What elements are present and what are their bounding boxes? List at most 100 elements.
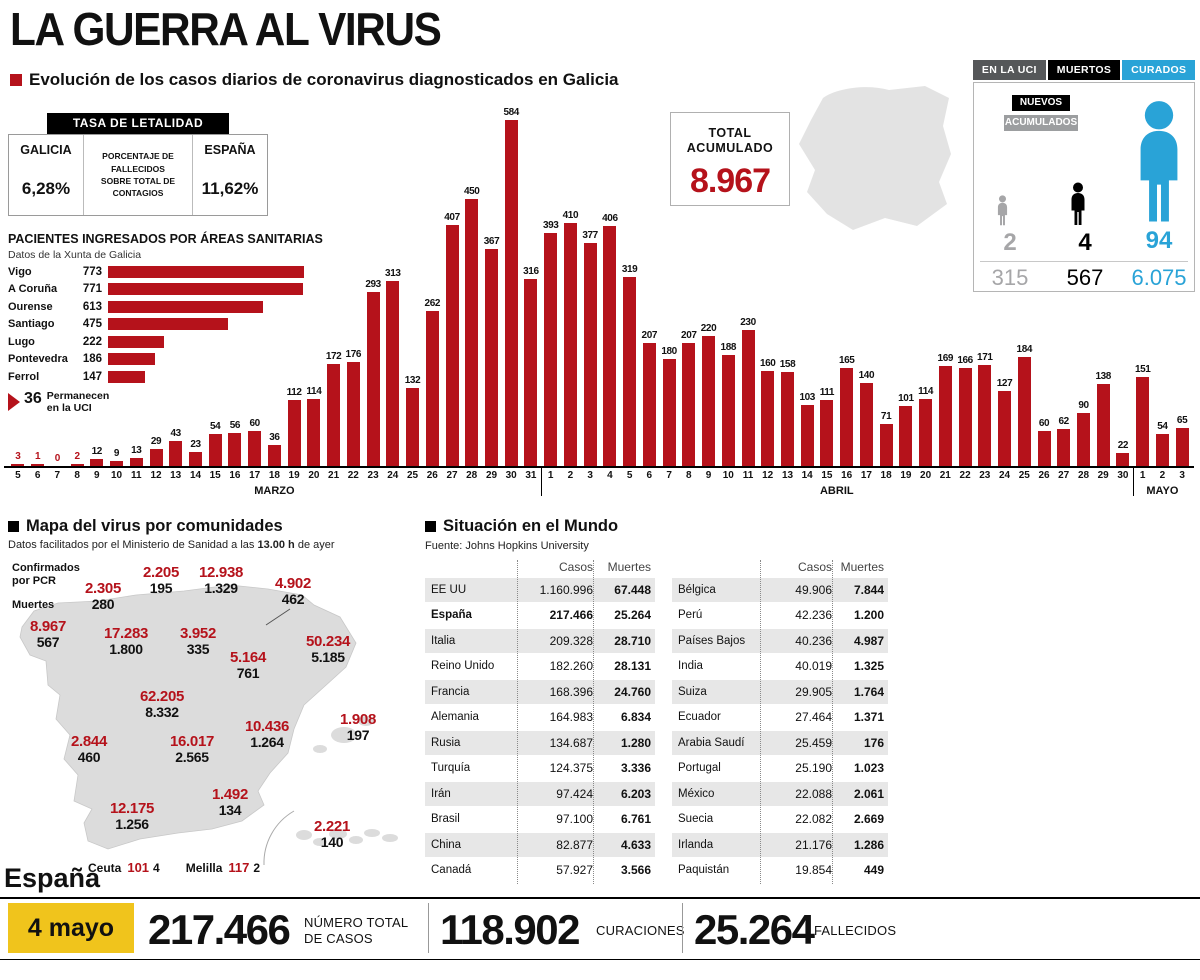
daily-bar-value: 313 xyxy=(385,267,401,279)
uci-note-line1: Permanecen xyxy=(46,390,110,402)
areas-bar-chart: Vigo 773 A Coruña 771 Ourense 613 Santiago 475 L… xyxy=(8,263,308,386)
region-label-navarra: 4.902 462 xyxy=(275,576,311,607)
curados-nuevos-value: 94 xyxy=(1145,227,1173,254)
daily-axis-day: 11 xyxy=(742,470,754,481)
uci-note: 36 Permanecen en la UCI xyxy=(8,390,109,414)
daily-axis-day: 8 xyxy=(74,470,80,481)
region-deaths: 8.332 xyxy=(145,703,179,720)
daily-axis-day: 5 xyxy=(15,470,21,481)
daily-bar xyxy=(741,329,755,466)
daily-axis-day: 27 xyxy=(446,470,458,481)
region-label-la-rioja: 3.952 335 xyxy=(180,626,216,657)
daily-bar xyxy=(978,364,992,466)
daily-bar xyxy=(583,242,597,466)
world-table-row: México 22.088 2.061 xyxy=(672,782,888,806)
deaths-value: 6.203 xyxy=(620,786,651,801)
daily-bar-value: 36 xyxy=(269,431,280,443)
world-table-row: Ecuador 27.464 1.371 xyxy=(672,706,888,730)
world-table-row: Países Bajos 40.236 4.987 xyxy=(672,629,888,653)
area-label: Ferrol xyxy=(8,370,40,383)
daily-axis-day: 20 xyxy=(308,470,320,481)
daily-bar xyxy=(761,371,775,466)
region-label-asturias: 2.305 280 xyxy=(85,581,121,612)
daily-bar-value: 584 xyxy=(503,107,519,118)
daily-axis-day: 21 xyxy=(328,470,340,481)
daily-bar-value: 60 xyxy=(249,417,261,429)
lethality-galicia-value: 6,28% xyxy=(21,179,71,198)
daily-bar-value: 220 xyxy=(700,322,717,334)
daily-bar xyxy=(70,464,84,466)
daily-axis-day: 3 xyxy=(587,470,593,481)
region-cases: 1.908 xyxy=(339,711,377,728)
area-value: 147 xyxy=(82,370,102,383)
lethality-box: TASA DE LETALIDAD GALICIA 6,28% PORCENTA… xyxy=(8,113,268,216)
map-source: Datos facilitados por el Ministerio de S… xyxy=(8,539,335,551)
daily-bar-value: 112 xyxy=(286,386,302,398)
country-name: Perú xyxy=(678,609,703,622)
daily-bar xyxy=(544,233,558,466)
footer-top-rule xyxy=(0,897,1200,899)
daily-axis-day: 29 xyxy=(485,470,498,481)
header-en-la-uci: EN LA UCI xyxy=(973,60,1046,80)
month-divider-tick xyxy=(540,466,542,496)
spain-map-silhouette xyxy=(19,584,398,866)
daily-axis-day: 6 xyxy=(34,470,41,481)
daily-axis-day: 22 xyxy=(347,470,359,481)
country-name: Países Bajos xyxy=(678,634,746,647)
column-header-muertes: Muertes xyxy=(840,560,884,574)
daily-bar-value: 165 xyxy=(838,355,855,367)
area-row: A Coruña 771 xyxy=(8,281,308,299)
country-name: México xyxy=(678,787,715,800)
world-table-row: Portugal 25.190 1.023 xyxy=(672,757,888,781)
world-section-title: Situación en el Mundo xyxy=(425,517,618,536)
area-value: 613 xyxy=(82,300,102,313)
daily-bar xyxy=(366,292,380,466)
daily-axis-day: 6 xyxy=(646,470,653,481)
daily-bar-value: 158 xyxy=(779,359,796,371)
daily-bar-value: 176 xyxy=(345,348,362,360)
daily-axis-day: 17 xyxy=(860,470,872,481)
region-deaths: 197 xyxy=(346,726,370,743)
deaths-value: 6.834 xyxy=(620,710,651,725)
daily-bar xyxy=(11,464,25,466)
daily-axis-day: 7 xyxy=(54,470,61,481)
daily-bar xyxy=(287,399,301,466)
uci-note-line2: en la UCI xyxy=(46,402,92,414)
region-cases: 5.164 xyxy=(229,649,267,666)
daily-axis-day: 3 xyxy=(1179,470,1185,481)
daily-axis-day: 18 xyxy=(268,470,280,481)
deaths-value: 24.760 xyxy=(614,684,651,699)
world-table-row: Bélgica 49.906 7.844 xyxy=(672,578,888,602)
daily-bar-value: 1 xyxy=(35,451,41,462)
canarias-inset-arc xyxy=(263,810,295,866)
lethality-galicia-label: GALICIA xyxy=(20,143,72,157)
ceuta-label: Ceuta xyxy=(88,861,122,875)
muertos-nuevos-value: 4 xyxy=(1078,229,1092,256)
black-square-bullet-icon xyxy=(8,521,19,532)
country-name: Brasil xyxy=(431,813,460,826)
daily-bar xyxy=(1116,453,1130,466)
chart-subtitle-text: Evolución de los casos diarios de corona… xyxy=(29,70,619,89)
world-table-row: Rusia 134.687 1.280 xyxy=(425,731,655,755)
daily-bar-value: 3 xyxy=(15,451,21,462)
daily-bar-value: 43 xyxy=(170,427,182,439)
region-cases: 12.175 xyxy=(109,800,155,817)
deaths-value: 6.761 xyxy=(620,812,651,827)
cases-value: 124.375 xyxy=(549,761,593,776)
daily-bar xyxy=(642,343,656,466)
area-row: Ferrol 147 xyxy=(8,368,308,386)
daily-bar-value: 262 xyxy=(424,297,441,309)
ceuta-deaths: 4 xyxy=(153,861,160,875)
deaths-value: 2.061 xyxy=(853,786,884,801)
area-label: Ourense xyxy=(8,300,53,313)
daily-bar-value: 319 xyxy=(621,264,638,275)
areas-chart-source: Datos de la Xunta de Galicia xyxy=(8,249,142,261)
daily-axis-day: 1 xyxy=(547,470,554,481)
cases-value: 182.260 xyxy=(549,659,593,674)
footer-divider xyxy=(428,903,429,953)
deaths-value: 1.200 xyxy=(853,608,884,623)
daily-bar-value: 180 xyxy=(661,346,677,358)
country-name: Bélgica xyxy=(678,583,716,596)
region-cases: 8.967 xyxy=(29,618,67,635)
